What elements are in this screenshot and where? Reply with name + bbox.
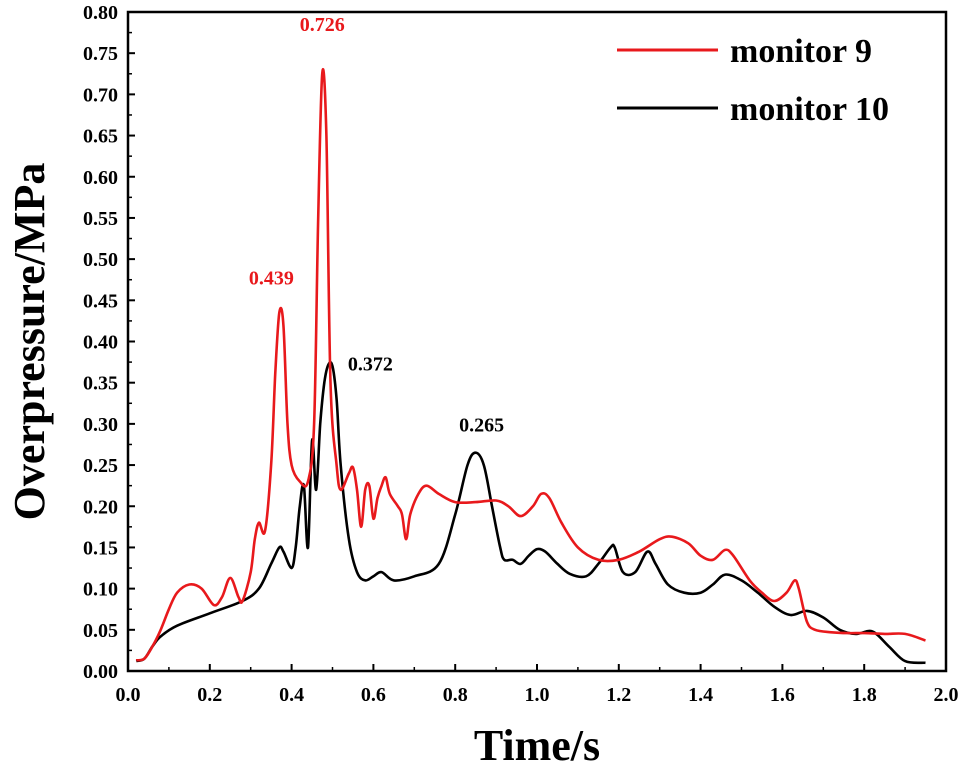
peak-annotation: 0.439 [249,267,294,289]
annotation-layer: 0.726 0.439 0.372 0.265 [249,14,504,437]
y-tick-label: 0.15 [83,537,118,559]
x-tick-label: 1.4 [688,684,713,706]
legend: monitor 9 monitor 10 [617,33,889,128]
y-tick-label: 0.45 [83,290,118,312]
plot-frame [126,10,948,673]
peak-annotation: 0.372 [348,354,393,376]
peak-annotation: 0.726 [300,14,345,36]
y-tick-label: 0.75 [83,43,118,65]
y-tick-label: 0.10 [83,579,118,601]
x-tick-label: 0.4 [279,684,304,706]
y-tick-label: 0.20 [83,496,118,518]
tick-layer: 0.0 0.2 0.4 0.6 0.8 1.0 1.2 1.4 1.6 1.8 2.0 0.00 0.0… [83,2,959,706]
y-tick-label: 0.25 [83,455,118,477]
y-tick-label: 0.35 [83,373,118,395]
x-tick-label: 0.0 [116,684,141,706]
x-tick-label: 2.0 [934,684,959,706]
y-tick-label: 0.80 [83,2,118,24]
y-tick-label: 0.65 [83,126,118,148]
peak-annotation: 0.265 [459,415,504,437]
y-tick-label: 0.55 [83,208,118,230]
series-layer [135,67,926,665]
x-tick-label: 0.6 [361,684,386,706]
y-tick-label: 0.40 [83,332,118,354]
x-tick-label: 1.2 [606,684,631,706]
y-axis-title: Overpressure/MPa [5,163,54,521]
x-tick-label: 0.2 [197,684,222,706]
legend-label: monitor 10 [730,91,889,128]
x-tick-label: 1.8 [852,684,877,706]
x-axis-title: Time/s [474,721,600,769]
y-tick-label: 0.60 [83,167,118,189]
x-tick-label: 0.8 [443,684,468,706]
y-tick-label: 0.05 [83,620,118,642]
y-tick-label: 0.30 [83,414,118,436]
x-tick-label: 1.6 [770,684,795,706]
legend-label: monitor 9 [730,33,872,70]
y-tick-label: 0.50 [83,249,118,271]
y-tick-label: 0.00 [83,661,118,683]
y-tick-label: 0.70 [83,84,118,106]
x-tick-label: 1.0 [525,684,550,706]
series-line-monitor-10 [135,360,926,665]
series-line-monitor-9 [135,67,926,662]
